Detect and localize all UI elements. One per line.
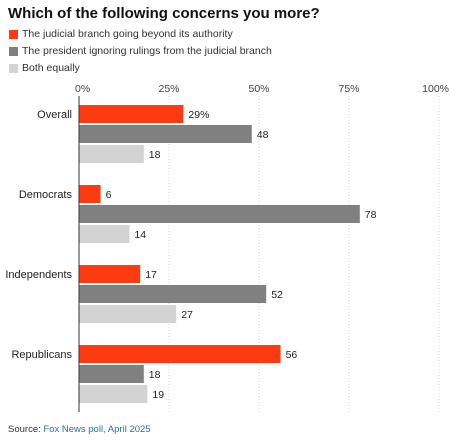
bar <box>79 125 252 143</box>
x-tick-label: 50% <box>248 83 269 95</box>
source-prefix: Source: <box>8 424 44 435</box>
bar-value-label: 48 <box>257 129 269 141</box>
bar-value-label: 78 <box>365 209 377 221</box>
x-tick-label: 25% <box>158 83 179 95</box>
bar-value-label: 18 <box>149 149 161 161</box>
legend-swatch-president <box>9 47 18 56</box>
category-label: Republicans <box>11 349 72 361</box>
legend-label-both: Both equally <box>22 62 80 74</box>
legend-swatch-judicial <box>9 30 18 39</box>
bar <box>79 365 144 383</box>
legend-swatch-both <box>9 64 18 73</box>
x-tick-label: 100% <box>422 83 449 95</box>
bar <box>79 285 267 303</box>
x-tick-label: 75% <box>338 83 359 95</box>
source-link[interactable]: Fox News poll, April 2025 <box>43 424 151 435</box>
legend-label-president: The president ignoring rulings from the … <box>22 45 272 57</box>
bar <box>79 105 184 123</box>
source-note: Source: Fox News poll, April 2025 <box>8 424 151 435</box>
bar-value-label: 19 <box>152 389 164 401</box>
category-label: Independents <box>5 269 72 281</box>
x-tick-label: 0% <box>75 83 90 95</box>
legend-label-judicial: The judicial branch going beyond its aut… <box>22 28 233 40</box>
bar <box>79 305 177 323</box>
bar <box>79 225 130 243</box>
bar <box>79 265 141 283</box>
bar-value-label: 27 <box>181 309 193 321</box>
category-label: Democrats <box>19 189 73 201</box>
bar <box>79 145 144 163</box>
bar <box>79 345 281 363</box>
bar-value-label: 56 <box>286 349 298 361</box>
chart-title: Which of the following concerns you more… <box>8 5 320 22</box>
bar-value-label: 29% <box>188 109 209 121</box>
bar <box>79 205 360 223</box>
bar-value-label: 14 <box>134 229 146 241</box>
bar-value-label: 18 <box>149 369 161 381</box>
bar <box>79 185 101 203</box>
category-label: Overall <box>37 109 72 121</box>
bar-value-label: 17 <box>145 269 157 281</box>
bar-value-label: 52 <box>271 289 283 301</box>
bar <box>79 385 148 403</box>
bar-value-label: 6 <box>106 189 112 201</box>
